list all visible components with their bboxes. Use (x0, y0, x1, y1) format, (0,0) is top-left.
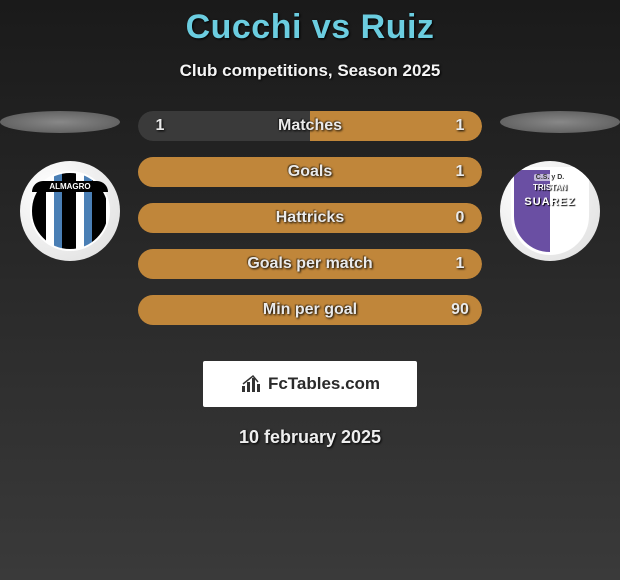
team-name-right-1: C.S. y D. (534, 174, 566, 181)
stat-value-right: 1 (440, 117, 480, 135)
stat-label: Matches (138, 117, 482, 135)
header: Cucchi vs Ruiz Club competitions, Season… (0, 0, 620, 81)
watermark-chart-icon (240, 374, 264, 394)
team-badge-right: C.S. y D. TRISTAN SUAREZ (500, 161, 600, 261)
stat-label: Goals (138, 163, 482, 181)
date-label: 10 february 2025 (0, 427, 620, 448)
team-name-left: ALMAGRO (32, 181, 108, 192)
comparison-panel: ALMAGRO C.S. y D. TRISTAN SUAREZ 1Matche… (0, 111, 620, 351)
team-crest-right: C.S. y D. TRISTAN SUAREZ (511, 167, 589, 255)
stats-list: 1Matches1Goals1Hattricks0Goals per match… (138, 111, 482, 341)
stat-row: Min per goal90 (138, 295, 482, 325)
stat-row: Goals1 (138, 157, 482, 187)
player-marker-left (0, 111, 120, 133)
watermark: FcTables.com (203, 361, 417, 407)
player-marker-right (500, 111, 620, 133)
watermark-text: FcTables.com (268, 374, 380, 394)
team-name-right-3: SUAREZ (524, 196, 575, 208)
stat-value-right: 90 (440, 301, 480, 319)
team-name-right-2: TRISTAN (533, 183, 567, 192)
team-crest-left: ALMAGRO (30, 171, 110, 251)
subtitle: Club competitions, Season 2025 (0, 61, 620, 81)
stat-row: Goals per match1 (138, 249, 482, 279)
stat-label: Goals per match (138, 255, 482, 273)
page-title: Cucchi vs Ruiz (0, 8, 620, 47)
stat-value-right: 1 (440, 255, 480, 273)
team-badge-left: ALMAGRO (20, 161, 120, 261)
stat-label: Hattricks (138, 209, 482, 227)
stat-value-right: 1 (440, 163, 480, 181)
stat-label: Min per goal (138, 301, 482, 319)
stat-row: 1Matches1 (138, 111, 482, 141)
stat-row: Hattricks0 (138, 203, 482, 233)
stat-value-right: 0 (440, 209, 480, 227)
